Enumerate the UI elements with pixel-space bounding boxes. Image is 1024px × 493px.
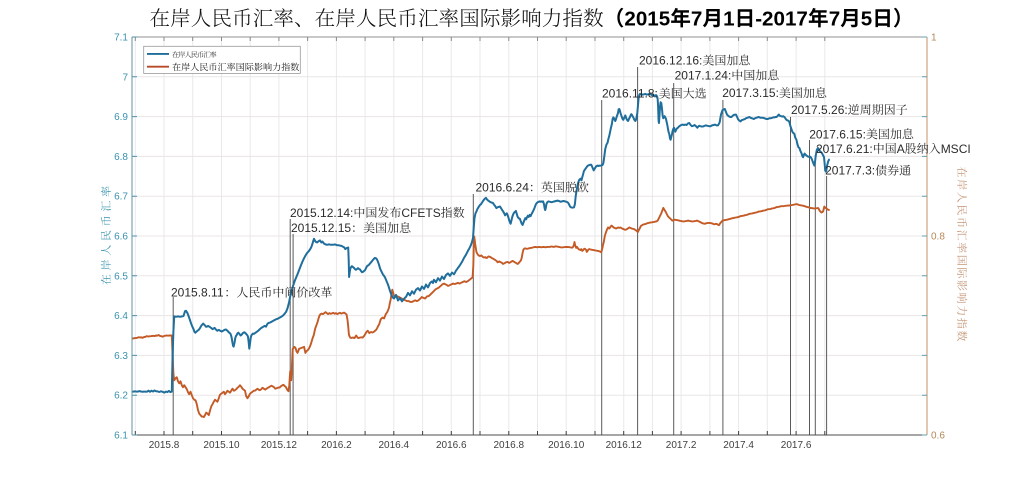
svg-text:A: A [897, 142, 905, 156]
svg-text:2015.12: 2015.12 [261, 440, 298, 451]
svg-text:2015.10: 2015.10 [203, 440, 240, 451]
svg-text:2015.8: 2015.8 [149, 440, 180, 451]
svg-text:2016.12.16:: 2016.12.16: [639, 54, 702, 68]
svg-text:7: 7 [691, 8, 702, 31]
svg-text:6.3: 6.3 [114, 351, 128, 362]
svg-text:6.1: 6.1 [114, 431, 128, 442]
svg-text:2017.3.15:: 2017.3.15: [722, 86, 779, 100]
svg-text:5: 5 [861, 8, 872, 31]
svg-text:2017.6: 2017.6 [781, 440, 812, 451]
svg-text:2016.8: 2016.8 [494, 440, 525, 451]
svg-text:2016.6: 2016.6 [436, 440, 467, 451]
svg-text:7.1: 7.1 [114, 33, 128, 44]
svg-text:2015.12.15: 2015.12.15 [291, 221, 351, 235]
svg-text:2017.6.21:: 2017.6.21: [816, 142, 873, 156]
svg-text:2016.6.24: 2016.6.24 [476, 181, 530, 195]
svg-text:MSCI: MSCI [941, 142, 971, 156]
svg-text:6.4: 6.4 [114, 311, 128, 322]
svg-text:0.6: 0.6 [931, 431, 945, 442]
svg-text:7: 7 [829, 8, 840, 31]
svg-text:0.8: 0.8 [931, 232, 945, 243]
svg-text:6.9: 6.9 [114, 112, 128, 123]
svg-text:-2017: -2017 [755, 8, 808, 31]
svg-text:6.6: 6.6 [114, 232, 128, 243]
svg-text:1: 1 [931, 33, 937, 44]
svg-text:2017.7.3:: 2017.7.3: [825, 164, 875, 178]
svg-text:CFETS: CFETS [401, 206, 440, 220]
svg-text:6.8: 6.8 [114, 152, 128, 163]
svg-text:7: 7 [122, 72, 128, 83]
svg-text:2017.2: 2017.2 [666, 440, 697, 451]
svg-text:1: 1 [723, 8, 734, 31]
svg-text:2015.8.11: 2015.8.11 [171, 286, 224, 300]
svg-text:2017.5.26:: 2017.5.26: [791, 103, 848, 117]
svg-text:2015: 2015 [624, 8, 670, 31]
svg-text:6.5: 6.5 [114, 271, 128, 282]
svg-text:2016.11.8:: 2016.11.8: [602, 87, 658, 101]
svg-text:6.7: 6.7 [114, 192, 128, 203]
svg-text:2015.12.14:: 2015.12.14: [290, 206, 353, 220]
svg-text:2017.4: 2017.4 [723, 440, 754, 451]
svg-text:2016.12: 2016.12 [606, 440, 643, 451]
svg-text:2016.4: 2016.4 [379, 440, 410, 451]
svg-text:2016.2: 2016.2 [321, 440, 352, 451]
svg-text:2017.1.24:: 2017.1.24: [675, 69, 732, 83]
svg-text:2016.10: 2016.10 [548, 440, 585, 451]
svg-text:2017.6.15:: 2017.6.15: [809, 127, 866, 141]
svg-text:6.2: 6.2 [114, 391, 128, 402]
